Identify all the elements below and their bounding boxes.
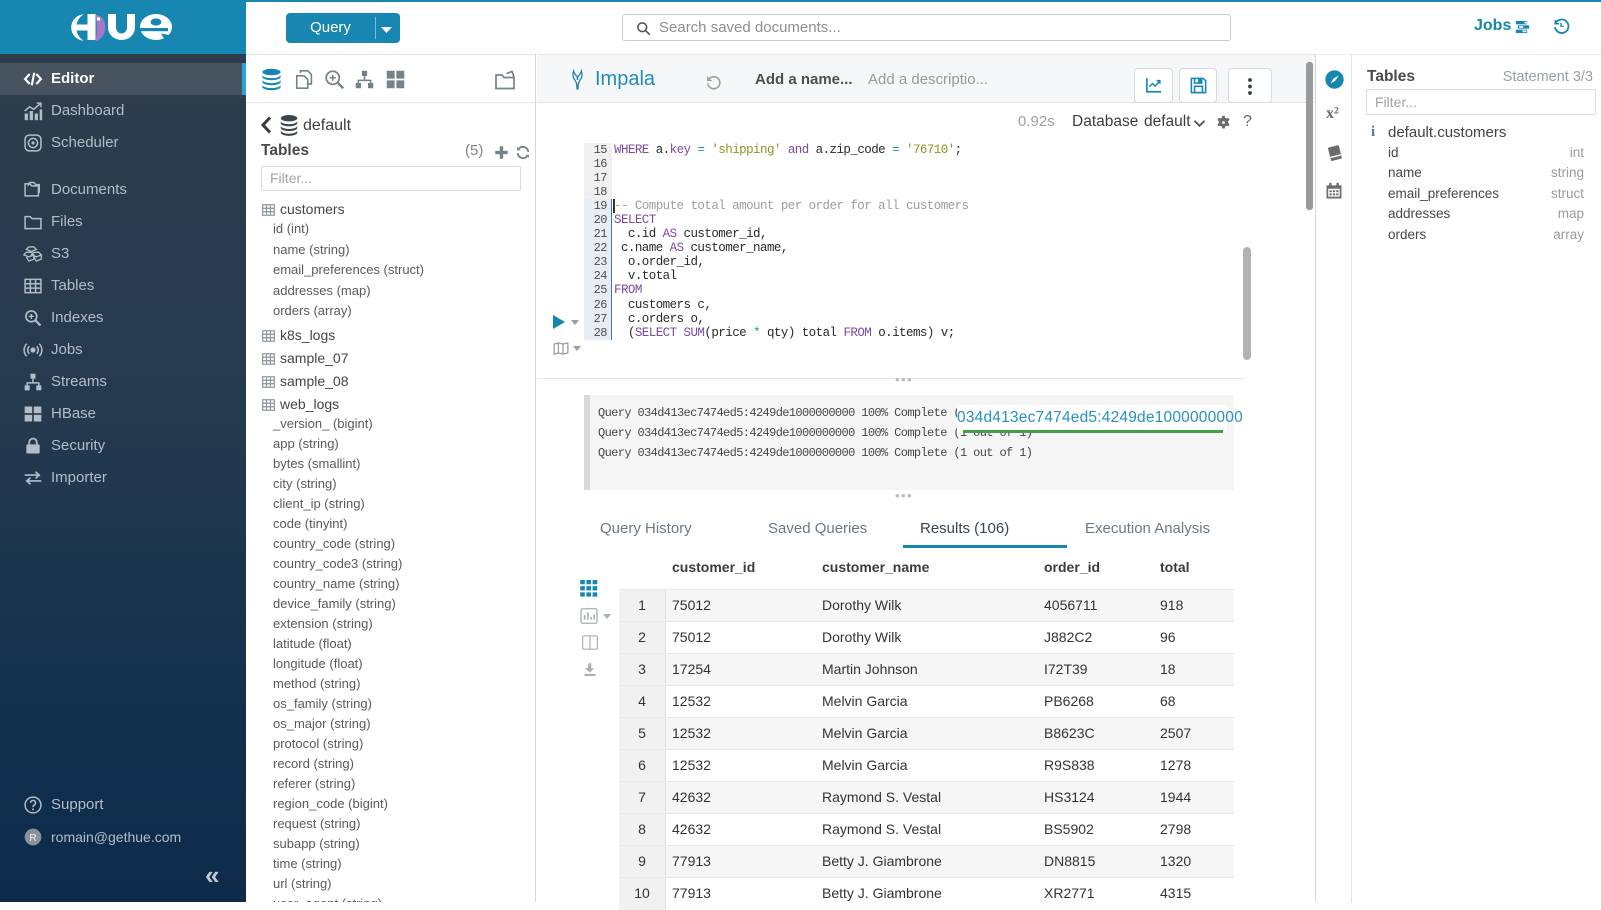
svg-text:R: R <box>29 833 36 844</box>
